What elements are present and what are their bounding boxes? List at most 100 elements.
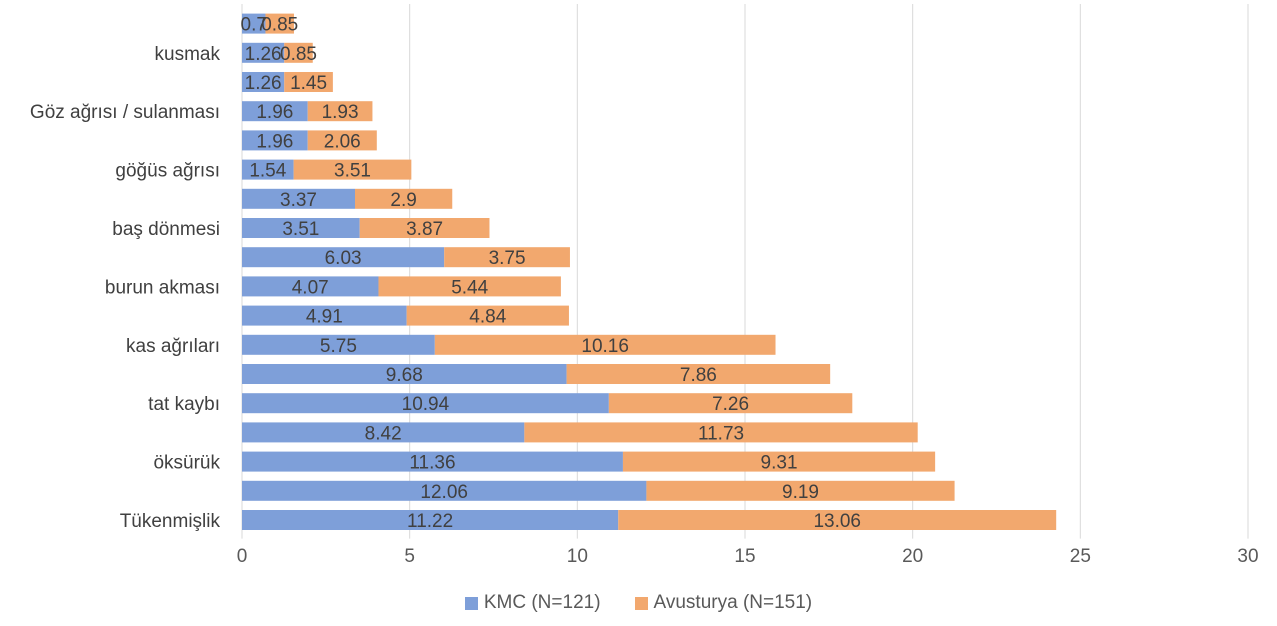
data-label-avusturya-15: 9.31 bbox=[761, 453, 798, 474]
data-label-avusturya-10: 4.84 bbox=[469, 307, 506, 328]
legend-item-avusturya: Avusturya (N=151) bbox=[634, 592, 813, 614]
category-label-5: göğüs ağrısı bbox=[115, 161, 220, 182]
category-label-7: baş dönmesi bbox=[112, 219, 220, 240]
data-label-kmc-15: 11.36 bbox=[409, 453, 455, 474]
x-tick-label-5: 5 bbox=[404, 546, 415, 567]
bar-avusturya-11 bbox=[434, 334, 776, 355]
x-tick-label-25: 25 bbox=[1070, 546, 1091, 567]
x-tick-label-15: 15 bbox=[734, 546, 755, 567]
bar-avusturya-4 bbox=[307, 130, 377, 151]
data-labels: 0.70.851.260.851.26 1.451.96 1.931.96 2.061… bbox=[241, 15, 861, 532]
category-label-3: Göz ağrısı / sulanması bbox=[30, 102, 220, 123]
bar-kmc-0 bbox=[242, 13, 266, 34]
bar-avusturya-1 bbox=[284, 42, 313, 63]
x-axis-tick-labels: 0 5 10 15 20 25 30 bbox=[237, 546, 1259, 567]
category-label-17: Tükenmişlik bbox=[120, 511, 221, 532]
data-label-kmc-16: 12.06 bbox=[420, 482, 468, 503]
data-label-avusturya-1: 0.85 bbox=[280, 44, 317, 65]
data-label-kmc-2: 1.26 bbox=[245, 73, 282, 94]
gridlines bbox=[241, 4, 1249, 539]
bar-kmc-6 bbox=[242, 188, 356, 209]
bar-avusturya-10 bbox=[406, 305, 569, 326]
data-label-kmc-11: 5.75 bbox=[320, 336, 357, 357]
data-label-avusturya-14: 11.73 bbox=[698, 423, 744, 444]
bar-avusturya-7 bbox=[359, 218, 490, 238]
bar-kmc-2 bbox=[242, 72, 285, 92]
bar-avusturya-8 bbox=[444, 247, 570, 268]
data-label-kmc-13: 10.94 bbox=[402, 394, 450, 415]
data-label-kmc-8: 6.03 bbox=[325, 248, 362, 269]
data-label-kmc-9: 4.07 bbox=[292, 277, 329, 298]
data-label-kmc-0: 0.7 bbox=[241, 15, 267, 36]
data-label-kmc-5: 1.54 bbox=[249, 161, 286, 182]
legend-swatch-kmc bbox=[464, 596, 478, 610]
bar-avusturya-15 bbox=[622, 451, 936, 472]
data-label-kmc-4: 1.96 bbox=[256, 131, 293, 152]
bar-kmc-12 bbox=[242, 364, 567, 384]
data-label-avusturya-8: 3.75 bbox=[489, 248, 526, 269]
legend-label-avusturya: Avusturya (N=151) bbox=[653, 592, 813, 613]
data-label-avusturya-3: 1.93 bbox=[322, 102, 359, 123]
category-label-15: öksürük bbox=[153, 453, 220, 474]
data-label-avusturya-2: 1.45 bbox=[290, 73, 327, 94]
bar-avusturya-17 bbox=[618, 510, 1057, 530]
legend-label-kmc: KMC (N=121) bbox=[483, 592, 601, 613]
category-label-11: kas ağrıları bbox=[126, 336, 220, 357]
data-label-kmc-1: 1.26 bbox=[245, 44, 282, 65]
data-label-avusturya-17: 13.06 bbox=[813, 511, 861, 532]
data-label-avusturya-12: 7.86 bbox=[680, 365, 717, 386]
data-label-kmc-14: 8.42 bbox=[365, 423, 402, 444]
bar-kmc-10 bbox=[242, 305, 407, 326]
data-label-avusturya-9: 5.44 bbox=[451, 277, 488, 298]
data-label-kmc-7: 3.51 bbox=[282, 219, 319, 240]
x-tick-label-10: 10 bbox=[567, 546, 588, 567]
data-label-avusturya-13: 7.26 bbox=[712, 394, 749, 415]
bar-avusturya-9 bbox=[378, 276, 561, 297]
bar-kmc-4 bbox=[242, 130, 308, 151]
category-labels: kusmak Göz ağrısı / sulanması göğüs ağrısı… bbox=[30, 44, 221, 532]
data-label-avusturya-5: 3.51 bbox=[334, 161, 371, 182]
bar-avusturya-3 bbox=[307, 101, 373, 122]
bar-avusturya-13 bbox=[608, 393, 853, 414]
bar-kmc-9 bbox=[242, 276, 379, 297]
bar-kmc-14 bbox=[242, 422, 525, 443]
bar-kmc-1 bbox=[242, 42, 285, 63]
data-label-avusturya-4: 2.06 bbox=[324, 131, 361, 152]
data-label-kmc-6: 3.37 bbox=[280, 190, 317, 211]
bar-avusturya-2 bbox=[284, 72, 333, 92]
bar-avusturya-6 bbox=[355, 188, 453, 209]
bar-avusturya-16 bbox=[646, 480, 955, 501]
data-label-kmc-10: 4.91 bbox=[306, 307, 343, 328]
category-label-9: burun akması bbox=[105, 277, 220, 298]
bar-avusturya-0 bbox=[265, 13, 294, 34]
legend: KMC (N=121) Avusturya (N=151) bbox=[0, 592, 1277, 614]
x-tick-label-30: 30 bbox=[1237, 546, 1258, 567]
category-label-13: tat kaybı bbox=[148, 394, 220, 415]
data-label-avusturya-11: 10.16 bbox=[581, 336, 629, 357]
bar-kmc-15 bbox=[242, 451, 623, 472]
x-tick-label-0: 0 bbox=[237, 546, 248, 567]
data-label-avusturya-6: 2.9 bbox=[390, 190, 416, 211]
category-label-1: kusmak bbox=[155, 44, 221, 65]
bar-avusturya-12 bbox=[566, 364, 831, 384]
data-label-kmc-3: 1.96 bbox=[256, 102, 293, 123]
bar-kmc-16 bbox=[242, 480, 647, 501]
bar-kmc-13 bbox=[242, 393, 609, 414]
data-label-avusturya-0: 0.85 bbox=[261, 15, 298, 36]
legend-swatch-avusturya bbox=[634, 596, 648, 610]
data-label-kmc-17: 11.22 bbox=[407, 511, 453, 532]
data-label-kmc-12: 9.68 bbox=[386, 365, 423, 386]
bar-avusturya-5 bbox=[293, 159, 412, 180]
bar-kmc-3 bbox=[242, 101, 308, 122]
data-label-avusturya-16: 9.19 bbox=[782, 482, 819, 503]
x-tick-label-20: 20 bbox=[902, 546, 923, 567]
bar-kmc-11 bbox=[242, 334, 435, 355]
data-label-avusturya-7: 3.87 bbox=[406, 219, 443, 240]
bar-kmc-7 bbox=[242, 218, 360, 238]
bar-kmc-17 bbox=[242, 510, 619, 530]
bar-avusturya-14 bbox=[524, 422, 918, 443]
bars bbox=[242, 13, 1057, 530]
legend-item-kmc: KMC (N=121) bbox=[464, 592, 601, 614]
bar-kmc-5 bbox=[242, 159, 294, 180]
